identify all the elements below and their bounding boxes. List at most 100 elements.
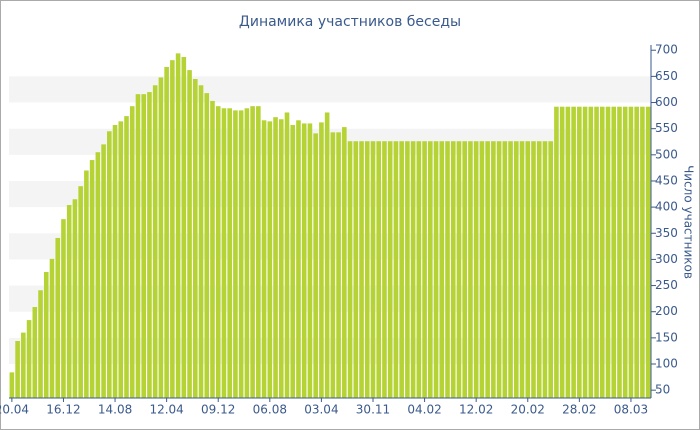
x-tick-label: 09.12 [201, 403, 235, 417]
bar [250, 106, 255, 398]
bar [582, 106, 588, 399]
bar [193, 78, 198, 399]
y-tick-label: 50 [655, 383, 670, 397]
bar [313, 133, 318, 398]
bar [640, 106, 645, 399]
bar [525, 141, 531, 398]
bar [456, 141, 462, 398]
bar [634, 106, 639, 399]
bar [61, 219, 66, 398]
bar [15, 340, 20, 398]
y-tick-label: 200 [655, 304, 678, 318]
bar [514, 141, 519, 398]
grid-band [9, 76, 651, 103]
bar [72, 199, 78, 398]
bar [359, 141, 364, 398]
bar [450, 141, 456, 398]
bar [416, 141, 422, 398]
bar [496, 141, 502, 398]
bar [611, 106, 617, 399]
bar [502, 141, 508, 398]
bar [364, 141, 370, 398]
x-tick-label: 16.12 [46, 403, 80, 417]
bar [55, 237, 61, 398]
bar [273, 117, 278, 399]
bar [187, 70, 192, 398]
bar [284, 112, 290, 398]
y-tick-label: 100 [655, 357, 678, 371]
x-tick-label: 06.08 [253, 403, 287, 417]
bar [479, 141, 485, 398]
bar [342, 127, 347, 398]
bar [221, 108, 227, 399]
bar [84, 170, 89, 398]
bar [468, 141, 473, 398]
bar [233, 110, 238, 399]
bar [238, 110, 244, 399]
chart-title: Динамика участников беседы [239, 14, 461, 30]
bar [370, 141, 376, 398]
bar [129, 106, 135, 398]
bar [43, 271, 49, 398]
bar [554, 106, 559, 399]
bar [387, 141, 393, 398]
bar [445, 141, 450, 398]
x-tick-label: 12.02 [459, 403, 493, 417]
bar [462, 141, 467, 398]
x-tick-label: 08.03 [614, 403, 648, 417]
y-tick-label: 150 [655, 330, 678, 344]
bar [571, 106, 576, 399]
x-tick-label: 04.02 [407, 403, 441, 417]
bar [9, 372, 15, 398]
y-tick-label: 250 [655, 278, 678, 292]
x-tick-label: 03.04 [304, 403, 338, 417]
x-tick-label: 20.02 [511, 403, 545, 417]
bar [410, 141, 416, 398]
bar [152, 85, 158, 398]
bar [307, 123, 313, 398]
x-tick-label: 14.08 [98, 403, 132, 417]
bar [78, 186, 83, 398]
bar [382, 141, 387, 398]
bar [181, 57, 187, 399]
bar [577, 106, 582, 399]
bar [508, 141, 513, 398]
y-tick-label: 650 [655, 69, 678, 83]
bar [433, 141, 439, 398]
y-tick-label: 500 [655, 147, 678, 161]
bar [204, 93, 210, 398]
x-tick-label: 20.04 [0, 403, 29, 417]
bar [49, 258, 55, 398]
bar [353, 141, 359, 398]
bar [319, 122, 324, 398]
bar [599, 106, 605, 399]
bar [336, 132, 341, 398]
y-tick-label: 550 [655, 121, 678, 135]
bar [405, 141, 410, 398]
bar [290, 125, 296, 398]
bar [399, 141, 404, 398]
bar [101, 144, 106, 398]
y-tick-label: 350 [655, 226, 678, 240]
bar [261, 120, 267, 398]
bar [485, 141, 490, 398]
bar [617, 106, 622, 399]
bar [95, 152, 101, 398]
bar [559, 106, 565, 399]
bar [112, 125, 118, 398]
bar [21, 332, 26, 398]
bar [32, 307, 38, 398]
bar [170, 60, 175, 398]
bar [473, 141, 479, 398]
bar [215, 106, 221, 398]
bar [66, 205, 72, 398]
bar [330, 132, 336, 398]
bar [256, 106, 261, 398]
bar [548, 141, 553, 398]
bar [439, 141, 445, 398]
bar [536, 141, 542, 398]
x-tick-label: 12.04 [149, 403, 183, 417]
y-tick-label: 600 [655, 95, 678, 109]
bar [588, 106, 594, 399]
bar [198, 85, 204, 398]
